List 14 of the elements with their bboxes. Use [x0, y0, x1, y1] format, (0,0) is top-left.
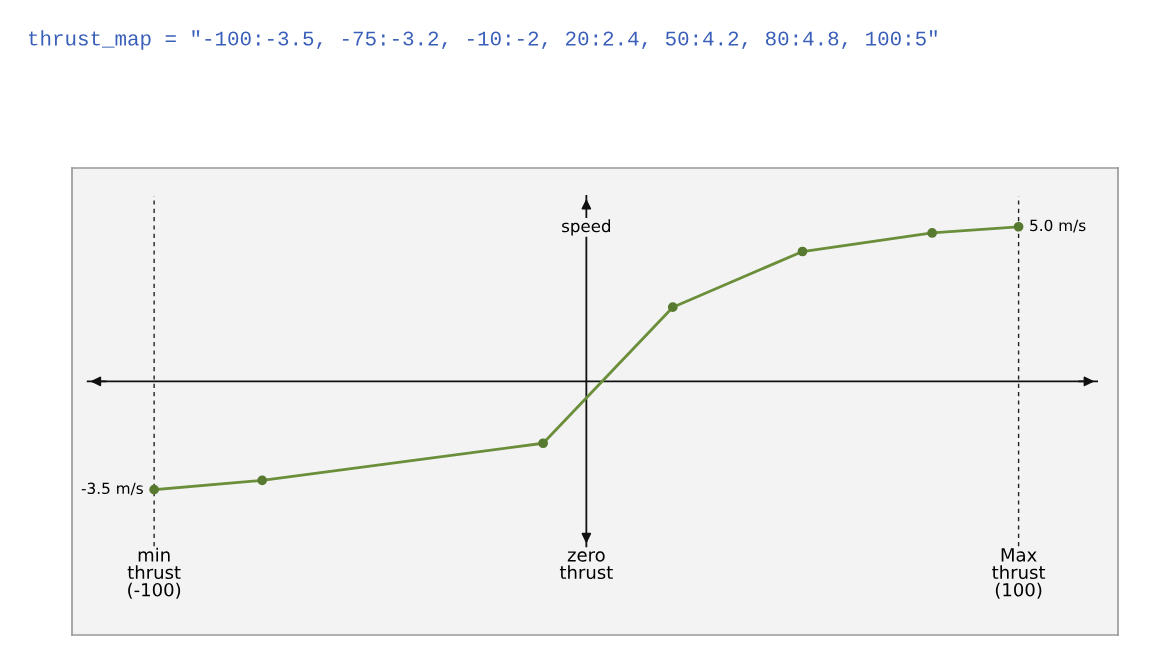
point — [667, 302, 678, 313]
point — [257, 475, 268, 486]
x-tick-label: Max thrust (100) — [992, 548, 1046, 599]
point — [927, 228, 938, 238]
text: thrust_map = "-100:-3.5, -75:-3.2, -10:-2, 20:2.4, 50:4.2, 80:4.8, 100:5" — [28, 30, 937, 50]
point — [797, 246, 808, 257]
point — [149, 484, 159, 495]
x-tick-label: zero thrust — [559, 551, 613, 580]
x-tick-label: min thrust (-100) — [127, 547, 181, 599]
data-label: 5.0 m/s — [1030, 219, 1086, 233]
point — [1013, 221, 1024, 232]
point — [538, 438, 548, 449]
data-label: -3.5 m/s — [81, 482, 143, 496]
y-axis-title: speed — [562, 219, 611, 236]
